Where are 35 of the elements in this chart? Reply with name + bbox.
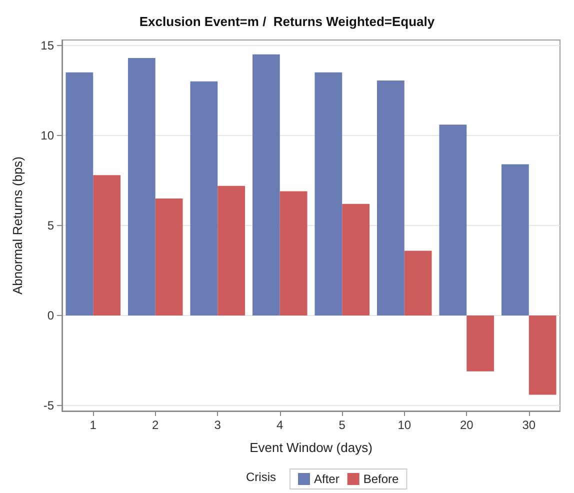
bar <box>128 58 156 316</box>
bar <box>501 164 529 316</box>
y-tick-label: -5 <box>43 398 54 413</box>
x-tick-label: 10 <box>398 418 412 432</box>
bar <box>466 316 494 372</box>
x-axis-title: Event Window (days) <box>250 440 372 455</box>
x-tick-label: 5 <box>338 418 346 432</box>
x-tick-label: 20 <box>460 418 474 432</box>
x-tick-label: 2 <box>152 418 160 432</box>
bar <box>528 316 556 395</box>
bar <box>342 204 370 316</box>
x-tick-label: 4 <box>276 418 284 432</box>
bar <box>376 80 404 316</box>
bar <box>252 54 280 316</box>
chart-title: Exclusion Event=m / Returns Weighted=Equaly <box>139 14 436 29</box>
y-tick-label: 10 <box>40 128 54 142</box>
y-tick-label: 0 <box>47 308 54 323</box>
y-axis-title: Abnormal Returns (bps) <box>10 156 25 294</box>
bar <box>314 72 342 316</box>
legend-title: Crisis <box>246 470 276 484</box>
bar <box>439 124 467 316</box>
legend-label: After <box>314 472 340 486</box>
x-tick-label: 30 <box>522 418 536 432</box>
x-tick-label: 3 <box>214 418 222 432</box>
bar <box>66 72 94 316</box>
bar <box>93 175 121 316</box>
y-tick-label: 15 <box>40 38 54 52</box>
bar <box>218 186 246 316</box>
bar <box>280 191 308 316</box>
bar <box>404 250 432 316</box>
y-tick-label: 5 <box>47 218 54 232</box>
x-tick-label: 1 <box>90 418 97 432</box>
bar <box>190 81 218 316</box>
bar <box>155 198 183 316</box>
legend-label: Before <box>363 472 400 486</box>
